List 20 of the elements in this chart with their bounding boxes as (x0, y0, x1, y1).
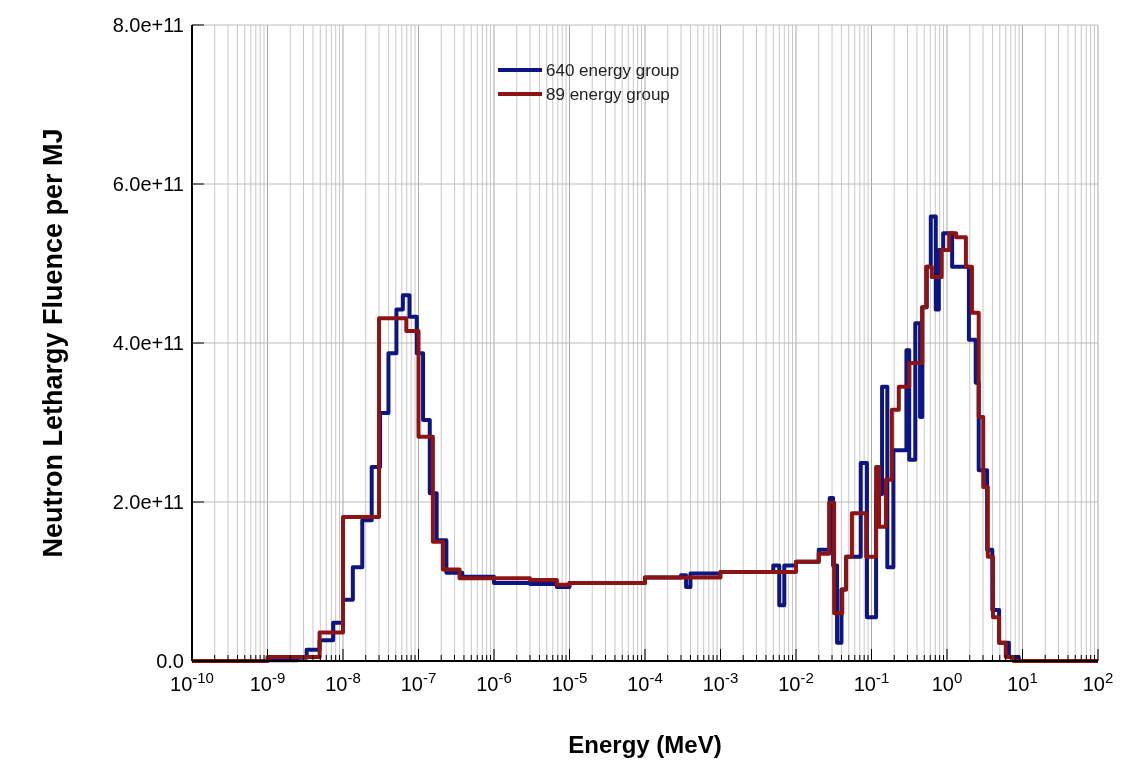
legend-label: 89 energy group (546, 85, 670, 104)
x-tick-label: 10$^{-4}$ (627, 668, 663, 695)
x-axis-title: Energy (MeV) (568, 731, 722, 758)
x-tick-label: 10$^{-5}$ (551, 668, 588, 695)
x-tick-label: 10$^{-1}$ (853, 668, 890, 695)
x-tick-label: 10$^{1}$ (1007, 668, 1038, 695)
x-tick-label: 10$^{-8}$ (325, 668, 361, 695)
y-axis-title: Neutron Lethargy Fluence per MJ (38, 128, 68, 558)
x-tick-label: 10$^{2}$ (1082, 668, 1114, 695)
y-tick-label: 8.0e+11 (112, 14, 184, 36)
y-tick-label: 2.0e+11 (112, 491, 184, 513)
x-tick-label: 10$^{-9}$ (249, 668, 286, 695)
x-tick-label: 10$^{-3}$ (702, 668, 739, 695)
x-tick-label: 10$^{-2}$ (778, 668, 814, 695)
x-tick-label: 10$^{0}$ (931, 668, 963, 695)
x-tick-label: 10$^{-7}$ (400, 668, 437, 695)
y-tick-label: 6.0e+11 (112, 173, 184, 195)
legend-label: 640 energy group (546, 61, 680, 80)
x-tick-label: 10$^{-6}$ (476, 668, 512, 695)
y-tick-label: 4.0e+11 (112, 332, 184, 354)
